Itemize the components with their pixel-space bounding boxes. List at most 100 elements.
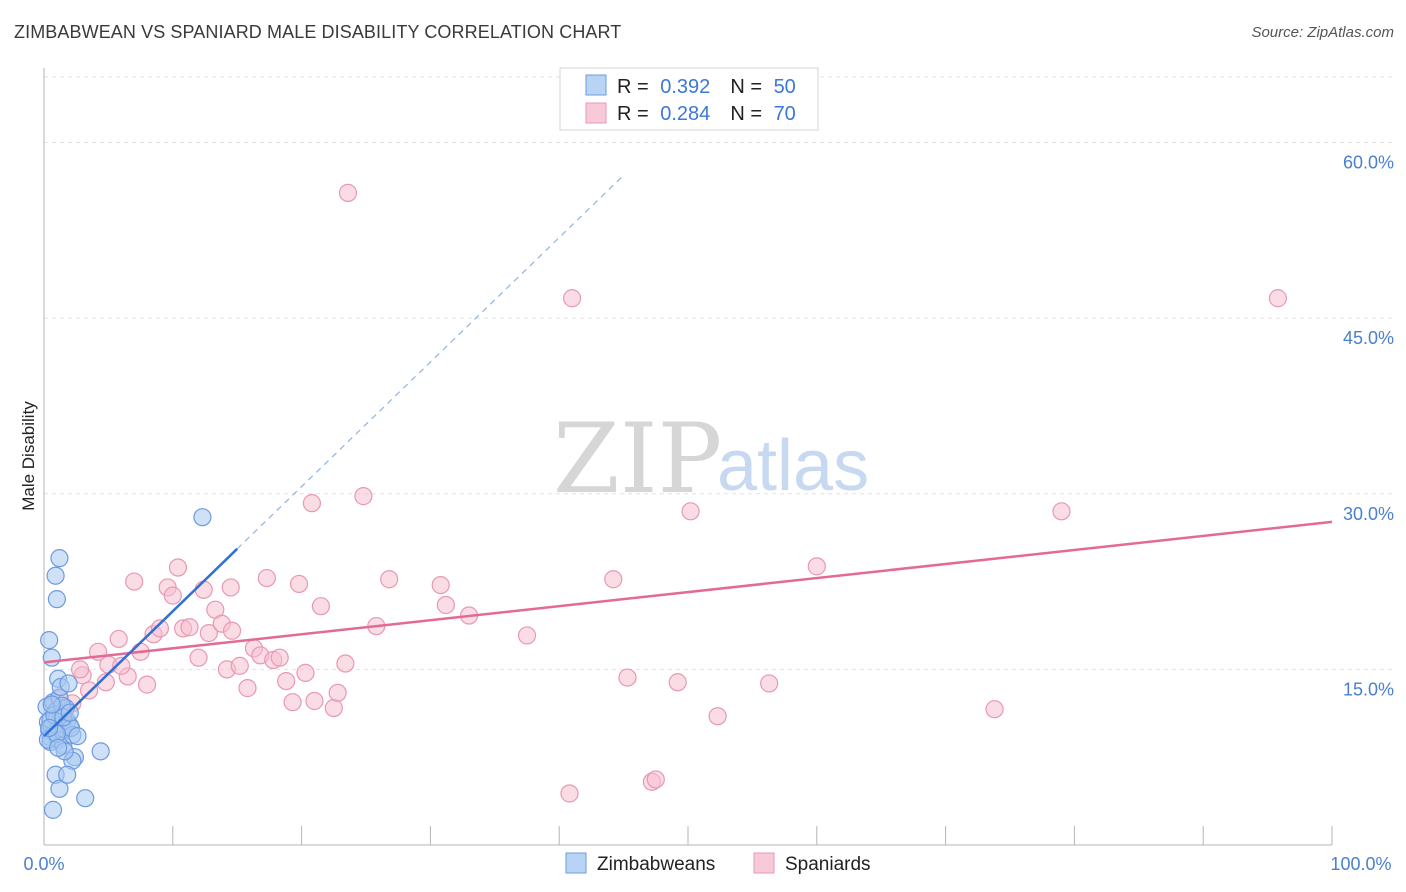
spaniards-point-55 <box>618 668 637 687</box>
spaniards-point-60 <box>708 707 727 726</box>
spaniards-point-20 <box>189 648 208 667</box>
x-tick-label-max: 100.0% <box>1330 854 1391 874</box>
zimbabweans-point-33 <box>43 800 63 819</box>
spaniards-point-42 <box>328 683 347 702</box>
zimbabweans-point-45 <box>42 695 61 714</box>
spaniards-point-48 <box>431 575 450 595</box>
y-axis-label: Male Disability <box>19 401 38 511</box>
spaniards-point-33 <box>270 648 289 667</box>
spaniards-point-4 <box>79 681 99 700</box>
spaniards-point-27 <box>230 656 249 675</box>
spaniards-point-26 <box>222 621 242 640</box>
zimbabweans-point-20 <box>46 566 65 585</box>
spaniards-point-54 <box>604 570 623 589</box>
legend-row-2: R = 0.284 N = 70 <box>617 103 796 125</box>
spaniards-point-43 <box>336 654 355 673</box>
spaniards-point-58 <box>668 673 687 692</box>
y-tick-label-60: 60.0% <box>1343 153 1394 173</box>
spaniards-point-57 <box>646 770 665 789</box>
legend-swatch-spaniards <box>585 102 607 124</box>
legend-bottom: Zimbabweans Spaniards <box>565 852 871 875</box>
spaniards-point-31 <box>257 568 276 588</box>
legend-n-value-2: 70 <box>774 103 796 125</box>
spaniards-point-64 <box>1052 502 1071 521</box>
zimbabweans-point-34 <box>58 765 77 784</box>
legend-n-label-1: N = <box>730 76 767 98</box>
spaniards-point-40 <box>311 597 331 616</box>
spaniards-point-51 <box>517 626 537 645</box>
zimbabweans-point-36 <box>91 742 110 761</box>
legend-swatch-zimbabweans <box>585 74 607 96</box>
spaniards-point-41 <box>324 698 343 718</box>
legend-row-1: R = 0.392 N = 50 <box>617 76 796 98</box>
zimbabweans-point-19 <box>42 648 61 667</box>
spaniards-point-44 <box>338 183 358 202</box>
spaniards-point-19 <box>180 618 199 637</box>
bottom-legend-zimbabweans: Zimbabweans <box>597 854 715 875</box>
zimbabweans-point-43 <box>68 727 87 746</box>
spaniards-point-6 <box>96 673 115 692</box>
y-tick-label-15: 15.0% <box>1343 679 1394 699</box>
spaniards-point-17 <box>168 558 188 577</box>
spaniards-point-8 <box>109 629 128 649</box>
zimbabweans-point-37 <box>193 508 212 527</box>
spaniards-point-45 <box>354 487 373 506</box>
zimbabweans-point-48 <box>49 738 68 757</box>
spaniards-point-69 <box>221 578 240 597</box>
spaniards-point-37 <box>296 663 315 682</box>
spaniards-point-47 <box>380 570 399 589</box>
watermark: ZIP atlas <box>553 403 869 515</box>
bottom-legend-swatch-zimbabweans <box>565 852 587 874</box>
spaniards-point-68 <box>112 656 131 675</box>
bottom-legend-swatch-spaniards <box>753 852 775 874</box>
watermark-zip: ZIP <box>553 403 722 515</box>
zimbabweans-point-25 <box>59 674 78 693</box>
spaniards-point-16 <box>163 586 182 605</box>
zimbabweans-point-47 <box>40 718 59 738</box>
legend-n-label-2: N = <box>730 103 767 125</box>
chart-title: ZIMBABWEAN VS SPANIARD MALE DISABILITY C… <box>14 22 622 42</box>
x-tick-label-min: 0.0% <box>23 854 64 874</box>
spaniards-point-59 <box>681 502 700 521</box>
zimbabweans-trend-line <box>43 547 239 738</box>
spaniards-point-12 <box>137 675 157 694</box>
zimbabweans-trend-extension <box>236 174 625 550</box>
spaniards-point-61 <box>760 674 779 693</box>
legend-r-label-1: R = <box>617 76 654 98</box>
source-credit: Source: ZipAtlas.com <box>1251 24 1394 41</box>
zimbabweans-point-18 <box>40 631 59 650</box>
spaniards-point-49 <box>436 595 455 615</box>
spaniards-point-22 <box>199 623 218 643</box>
spaniards-point-28 <box>238 679 257 698</box>
legend-r-label-2: R = <box>617 103 654 125</box>
spaniards-point-36 <box>289 574 309 594</box>
legend-r-value-2: 0.284 <box>660 103 710 125</box>
gridlines <box>44 76 1394 670</box>
spaniards-point-65 <box>1268 289 1288 308</box>
watermark-atlas: atlas <box>717 426 869 506</box>
spaniards-point-35 <box>283 693 302 712</box>
zimbabweans-point-35 <box>76 789 95 808</box>
spaniards-point-39 <box>305 691 324 711</box>
legend-n-value-1: 50 <box>774 76 796 98</box>
x-ticks <box>172 826 1333 845</box>
zimbabweans-point-21 <box>47 590 66 609</box>
legend-top: R = 0.392 N = 50 R = 0.284 N = 70 <box>559 67 819 131</box>
legend-r-value-1: 0.392 <box>660 76 710 98</box>
spaniards-point-10 <box>125 572 144 591</box>
zimbabweans-point-22 <box>50 549 69 568</box>
zimbabweans-point-32 <box>50 779 69 798</box>
trend-lines <box>43 174 1333 738</box>
spaniards-point-67 <box>70 660 90 679</box>
y-tick-label-45: 45.0% <box>1343 328 1394 348</box>
spaniards-trend-line <box>43 520 1333 664</box>
spaniards-point-38 <box>302 494 322 513</box>
spaniards-point-62 <box>807 557 826 576</box>
y-tick-label-30: 30.0% <box>1343 504 1394 524</box>
spaniards-point-53 <box>562 289 582 308</box>
spaniards-point-63 <box>985 700 1004 719</box>
spaniards-point-21 <box>194 580 213 599</box>
spaniards-point-52 <box>560 784 579 803</box>
bottom-legend-spaniards: Spaniards <box>785 854 871 875</box>
